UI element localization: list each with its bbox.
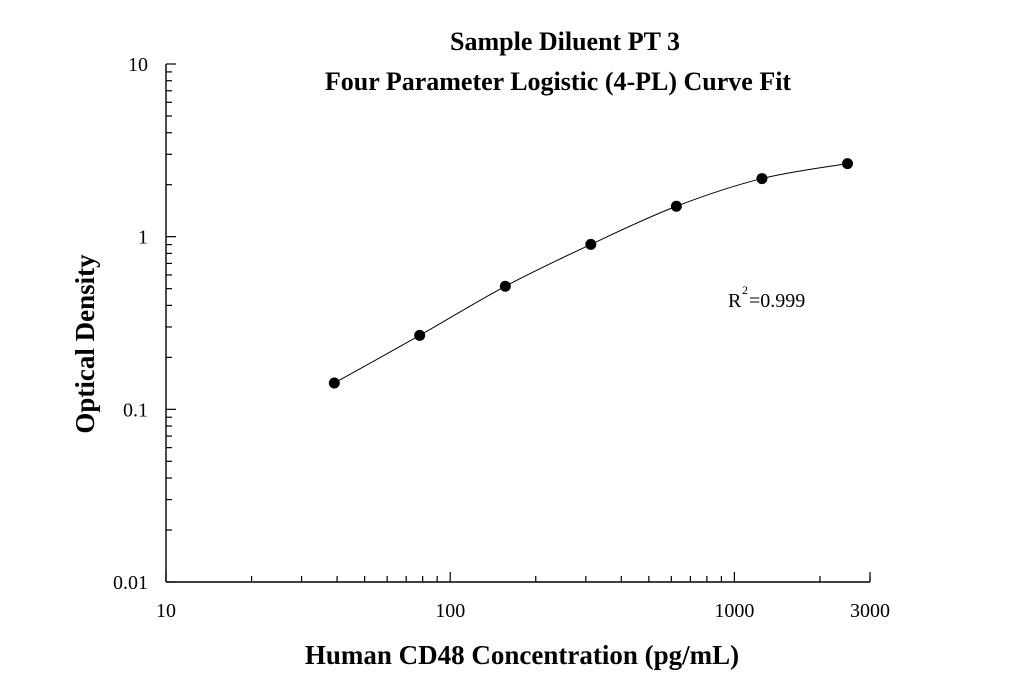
y-axis-tick-labels: 0.01 0.1 1 10 — [113, 54, 148, 594]
x-tick-label: 10 — [156, 600, 176, 622]
x-tick-label: 1000 — [714, 600, 754, 622]
data-point — [585, 238, 597, 250]
r-squared-annotation: R 2 =0.999 — [728, 283, 805, 312]
x-tick-label: 100 — [435, 600, 465, 622]
y-axis-ticks — [166, 63, 176, 583]
r-squared-base: R — [728, 290, 742, 312]
data-point — [499, 280, 511, 292]
data-point — [841, 158, 853, 170]
y-tick-label: 0.01 — [113, 572, 148, 594]
r-squared-superscript: 2 — [742, 283, 748, 297]
axes — [165, 64, 870, 583]
y-tick-label: 0.1 — [123, 399, 148, 421]
chart-title-line2: Four Parameter Logistic (4-PL) Curve Fit — [325, 67, 792, 96]
y-axis-title: Optical Density — [70, 254, 100, 434]
fit-curve-line — [334, 163, 848, 384]
chart-title-line1: Sample Diluent PT 3 — [450, 27, 680, 56]
x-tick-label: 3000 — [850, 600, 890, 622]
data-points — [328, 158, 853, 389]
y-tick-label: 1 — [138, 227, 148, 249]
x-axis-ticks — [165, 572, 871, 582]
y-tick-label: 10 — [128, 54, 148, 76]
data-point — [670, 200, 682, 212]
x-axis-title: Human CD48 Concentration (pg/mL) — [305, 640, 739, 670]
x-axis-tick-labels: 10 100 1000 3000 — [156, 600, 890, 622]
data-point — [414, 329, 426, 341]
r-squared-value: =0.999 — [749, 290, 805, 312]
data-point — [756, 173, 768, 185]
data-point — [328, 377, 340, 389]
